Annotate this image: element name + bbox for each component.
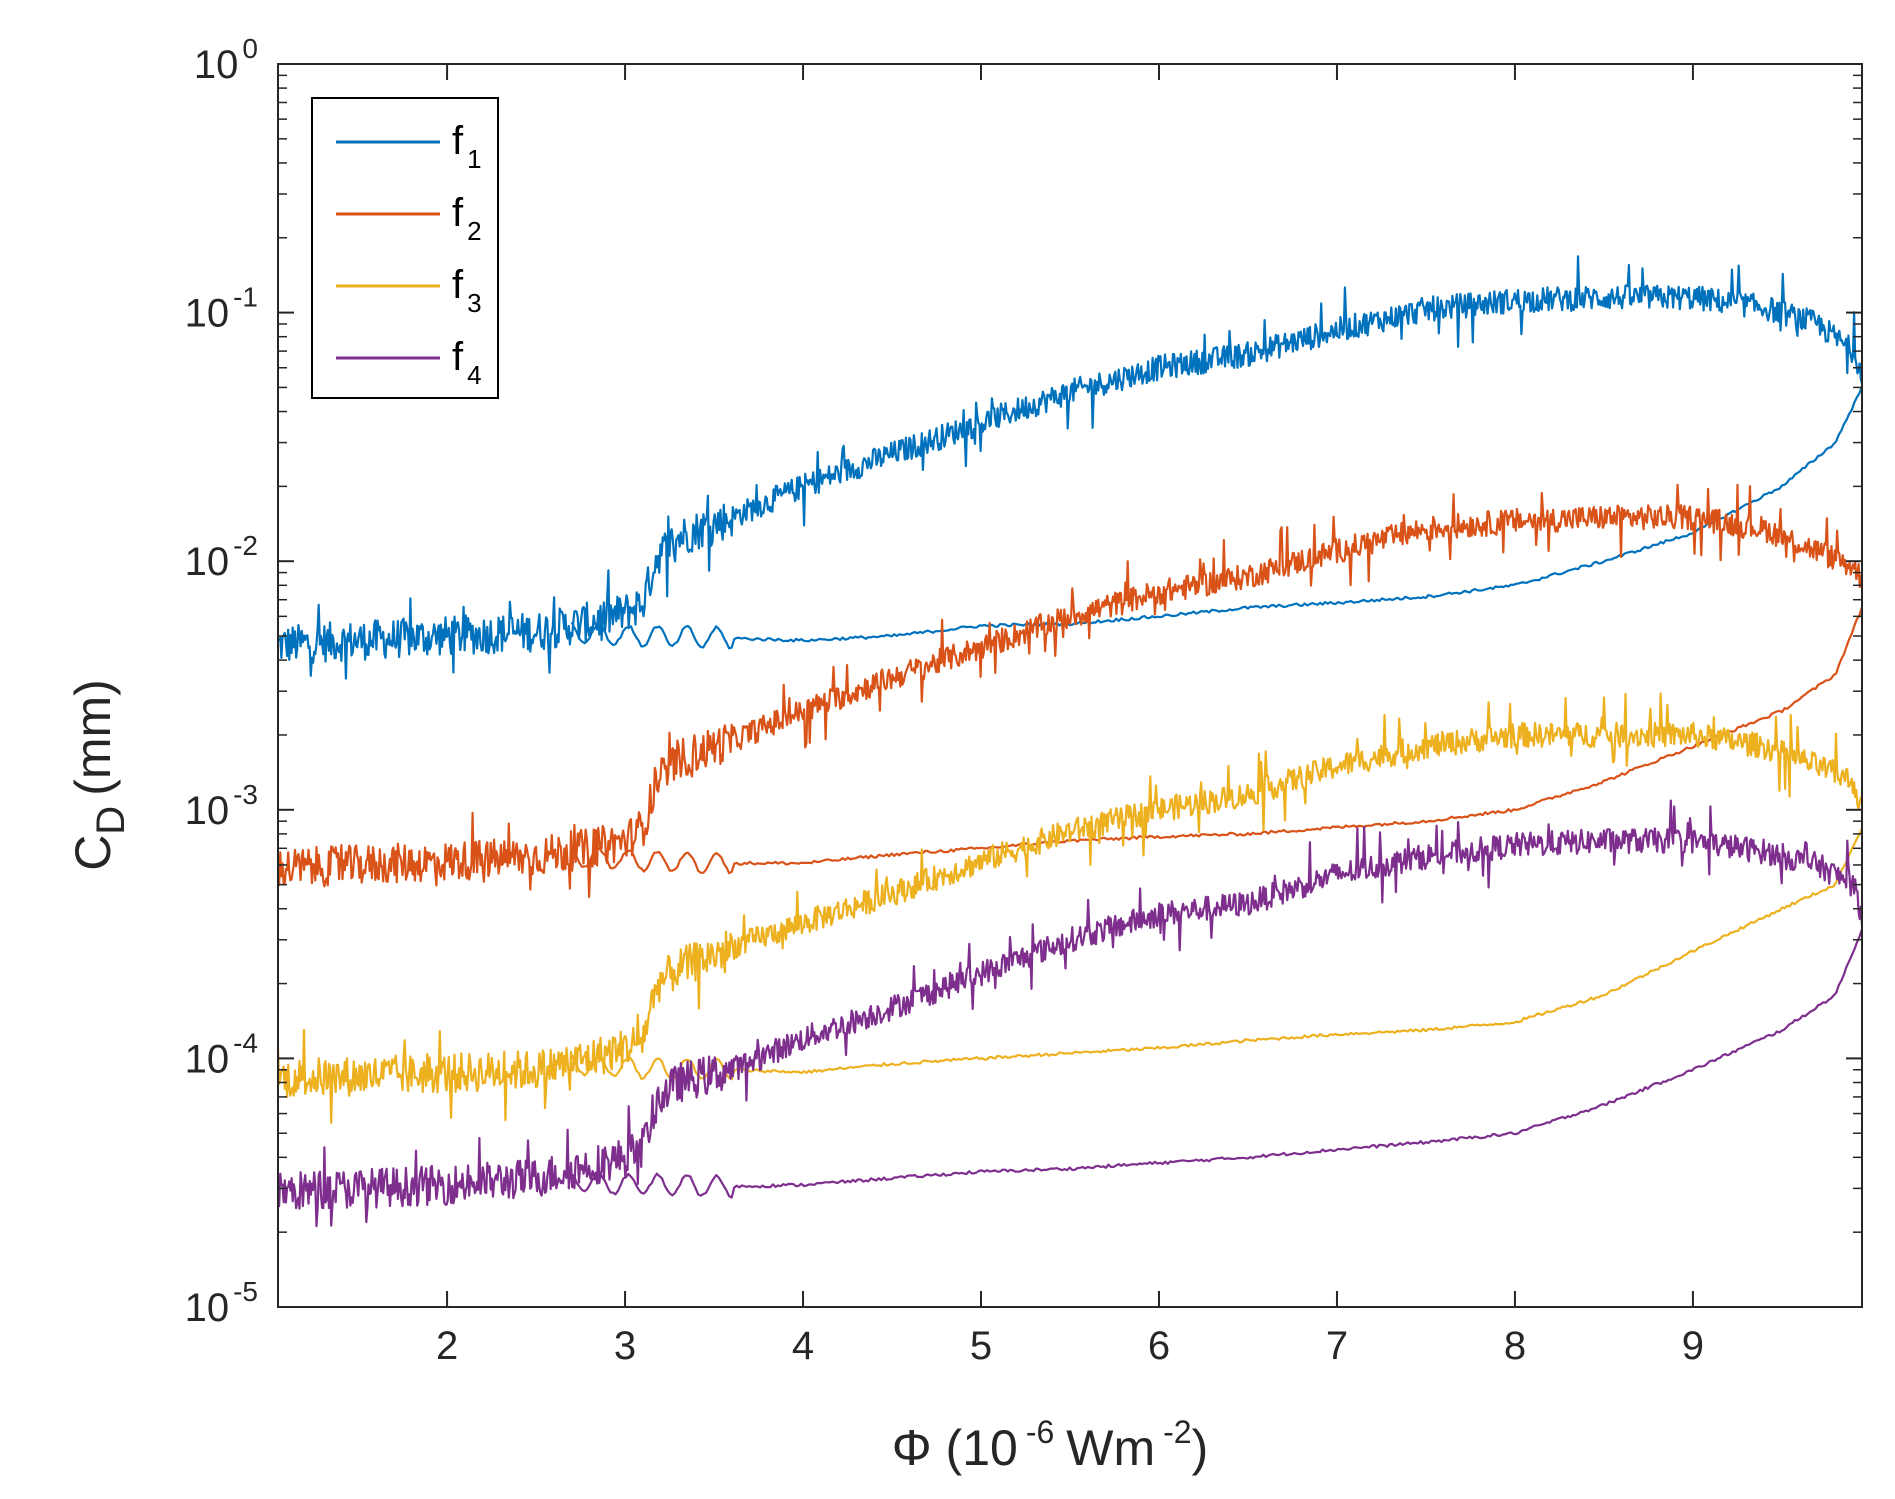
x-axis-label-exp2: -2: [1163, 1414, 1191, 1450]
y-tick-label-0: 10 0: [194, 33, 258, 87]
series-f4-lower-line: [570, 928, 1864, 1199]
axes-layer: [277, 63, 1863, 1308]
series-f2-lower-line: [571, 607, 1864, 875]
plot-area-frame: [277, 63, 1863, 1308]
x-tick-label-5: 5: [970, 1324, 992, 1368]
y-tick-label--2: 10 -2: [185, 530, 258, 584]
svg-text:CD(mm): CD (mm): [65, 679, 133, 871]
series-f2: [277, 483, 1864, 899]
y-tick-label--4: 10 -4: [185, 1027, 258, 1081]
x-axis-label-prefix: Φ (10: [892, 1420, 1018, 1476]
svg-text:Φ (10-6Wm-2): Φ (10 -6 Wm -2): [892, 1414, 1208, 1476]
series-f2-upper-line: [277, 483, 1864, 899]
series-f3-lower-line: [570, 827, 1864, 1081]
y-axis-label: CD (mm): [65, 679, 133, 871]
series-f1-upper-line: [277, 255, 1864, 680]
x-axis-label-exp: -6: [1026, 1414, 1054, 1450]
series-f4-upper-line: [276, 799, 1864, 1228]
series-f3-upper-line: [276, 692, 1863, 1124]
x-tick-label-7: 7: [1326, 1324, 1348, 1368]
x-axis-label-mid: Wm: [1066, 1420, 1155, 1476]
legend-box: [311, 97, 499, 399]
y-axis-label-suffix: (mm): [65, 679, 121, 796]
series-layer: [276, 255, 1864, 1228]
y-axis-label-main: C: [65, 835, 121, 871]
y-tick-label--1: 10 -1: [185, 282, 258, 336]
series-f1: [277, 255, 1864, 680]
series-f3: [276, 692, 1864, 1124]
x-tick-label-2: 2: [436, 1324, 458, 1368]
series-f1-lower-line: [570, 385, 1864, 650]
x-tick-label-8: 8: [1504, 1324, 1526, 1368]
y-tick-label--5: 10 -5: [185, 1276, 258, 1330]
x-tick-label-4: 4: [792, 1324, 814, 1368]
x-tick-label-9: 9: [1682, 1324, 1704, 1368]
x-axis-label-suffix: ): [1192, 1420, 1209, 1476]
y-axis-label-sub: D: [89, 806, 133, 835]
x-tick-label-6: 6: [1148, 1324, 1170, 1368]
series-f4: [276, 799, 1864, 1228]
x-axis-label: Φ (10 -6 Wm -2): [892, 1414, 1208, 1476]
legend: f 1 f 2 f 3 f 4: [311, 97, 499, 399]
y-tick-label--3: 10 -3: [185, 779, 258, 833]
x-tick-label-3: 3: [614, 1324, 636, 1368]
